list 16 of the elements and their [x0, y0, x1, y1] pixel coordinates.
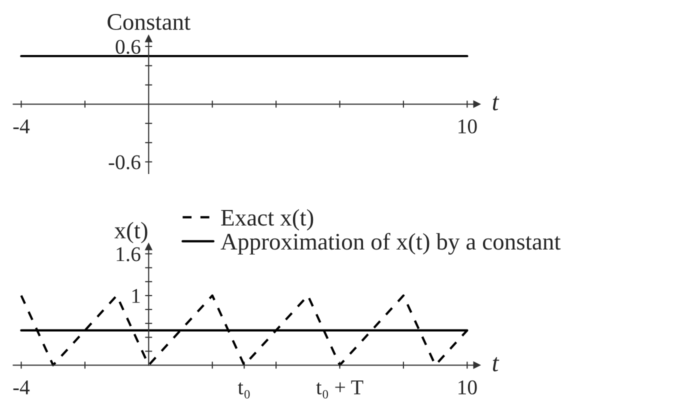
legend-label: Exact x(t): [221, 209, 314, 231]
y-tick-label: 1: [132, 289, 140, 303]
x-tick-label: -4: [13, 119, 30, 134]
chart-title: Constant: [108, 14, 190, 30]
x-tick-label: t₀ + T: [316, 380, 364, 399]
x-tick-label: -4: [13, 380, 30, 394]
x-tick-label: 10: [458, 380, 477, 394]
legend-label: Approximation of x(t) by a constant: [220, 232, 561, 255]
x-tick-label: t₀: [238, 382, 250, 399]
y-tick-label: 0.6: [116, 40, 140, 54]
x-axis-title: t: [492, 96, 500, 110]
y-axis-title: x(t): [114, 222, 148, 244]
x-tick-label: 10: [458, 119, 477, 134]
y-tick-label: 1.6: [116, 247, 140, 262]
y-tick-label: -0.6: [108, 155, 140, 170]
x-axis-title: t: [492, 357, 500, 372]
